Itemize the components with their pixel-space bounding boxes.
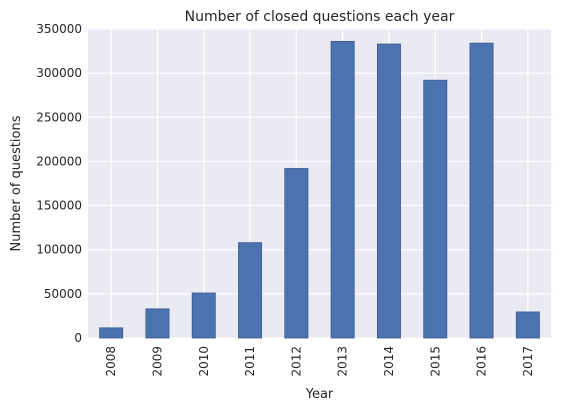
bar-2009	[145, 308, 170, 339]
x-tick-label: 2011	[243, 346, 257, 377]
y-tick-label: 250000	[36, 110, 82, 124]
y-tick-label: 350000	[36, 22, 82, 36]
y-axis-label: Number of questions	[9, 115, 24, 251]
bar-2013	[330, 40, 355, 339]
chart-title: Number of closed questions each year	[185, 9, 455, 25]
x-tick-label: 2014	[382, 346, 396, 377]
bar-2011	[238, 242, 263, 339]
y-tick-label: 50000	[44, 287, 82, 301]
bars	[99, 40, 540, 339]
x-tick-label: 2010	[197, 346, 211, 377]
x-tick-label: 2009	[150, 346, 164, 377]
bar-2015	[423, 79, 448, 339]
x-tick-label: 2012	[289, 346, 303, 377]
bar-2017	[515, 311, 540, 339]
x-tick-label: 2016	[475, 346, 489, 377]
bar-2014	[376, 43, 401, 339]
bar-2016	[469, 42, 494, 339]
y-tick-label: 200000	[36, 154, 82, 168]
bar-2012	[284, 168, 309, 339]
y-tick-label: 100000	[36, 243, 82, 257]
y-tick-label: 150000	[36, 199, 82, 213]
x-tick-label: 2015	[428, 346, 442, 377]
x-tick-label: 2008	[104, 346, 118, 377]
x-tick-label: 2013	[336, 346, 350, 377]
x-tick-label: 2017	[521, 346, 535, 377]
y-tick-label: 0	[74, 331, 82, 345]
y-tick-label: 300000	[36, 66, 82, 80]
x-axis-label: Year	[305, 387, 334, 402]
y-tick-labels: 0 50000 100000 150000 200000 250000 300000 3500…	[36, 22, 82, 345]
bar-2008	[99, 327, 124, 339]
x-tick-labels: 2008 2009 2010 2011 2012 2013 2014 2015 2016 2017	[104, 346, 535, 377]
bar-2010	[191, 292, 216, 339]
